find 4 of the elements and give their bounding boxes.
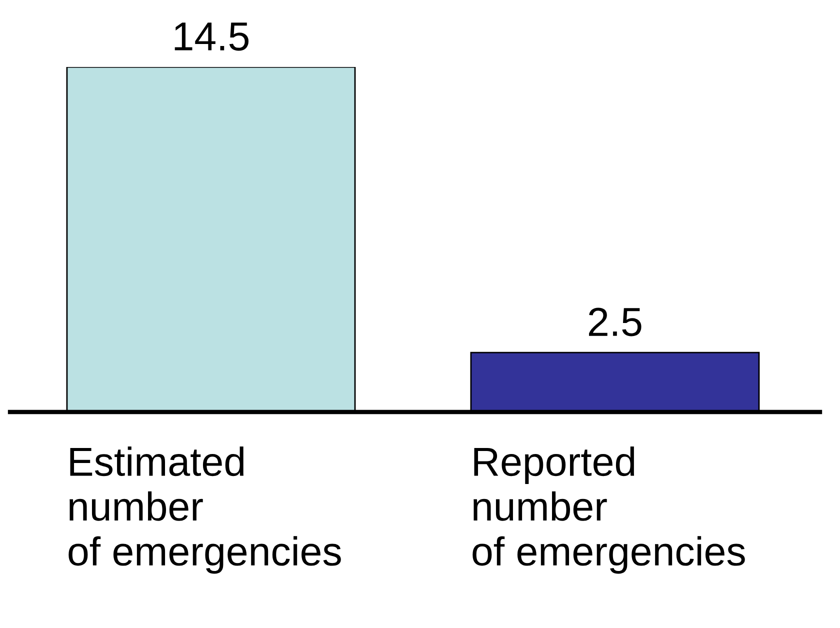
data-label: 2.5 — [589, 308, 642, 336]
data-label: 14.5 — [174, 22, 248, 51]
x-tick-label: Reported number of emergencies — [472, 446, 745, 574]
x-tick-label: Estimated number of emergencies — [68, 446, 341, 574]
